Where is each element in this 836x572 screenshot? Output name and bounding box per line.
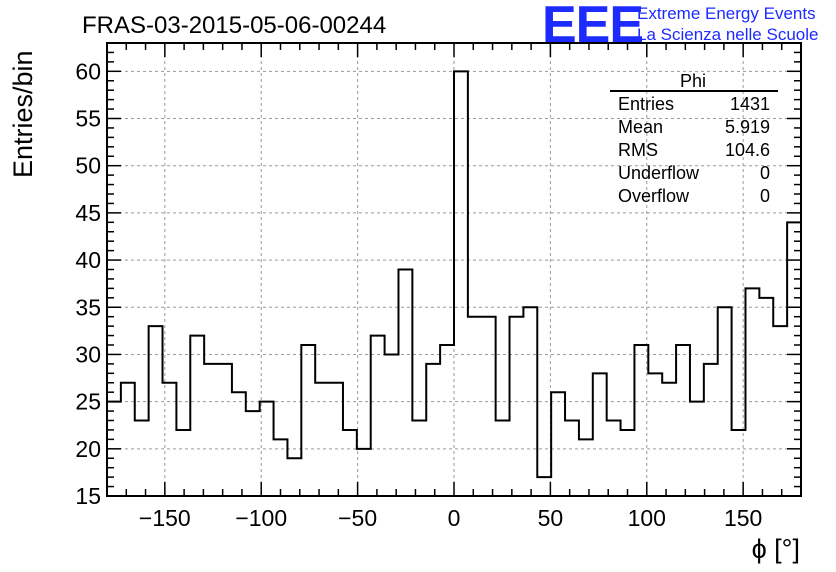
axis-ticks bbox=[106, 42, 802, 497]
stats-value-entries: 1431 bbox=[730, 94, 770, 114]
y-tick-label: 40 bbox=[75, 247, 101, 273]
histogram-line bbox=[107, 70, 801, 479]
x-tick-label: −100 bbox=[235, 505, 287, 531]
y-tick-label: 50 bbox=[75, 153, 101, 179]
y-axis-label: Entries/bin bbox=[8, 50, 38, 178]
x-tick-label: 100 bbox=[628, 505, 666, 531]
chart-title: FRAS-03-2015-05-06-00244 bbox=[82, 12, 386, 39]
stats-value-mean: 5.919 bbox=[725, 117, 770, 137]
x-tick-label: 50 bbox=[538, 505, 564, 531]
logo-line-2: La Scienza nelle Scuole bbox=[637, 25, 818, 44]
stats-label-entries: Entries bbox=[618, 94, 674, 114]
y-tick-label: 60 bbox=[75, 58, 101, 84]
stats-value-rms: 104.6 bbox=[725, 140, 770, 160]
x-tick-label: 150 bbox=[724, 505, 762, 531]
eee-logo: EEE Extreme Energy Events La Scienza nel… bbox=[542, 0, 818, 54]
y-tick-label: 15 bbox=[75, 483, 101, 509]
x-tick-label: 0 bbox=[448, 505, 461, 531]
y-tick-label: 25 bbox=[75, 389, 101, 415]
grid bbox=[107, 43, 801, 497]
stats-label-overflow: Overflow bbox=[618, 186, 690, 206]
y-tick-label: 45 bbox=[75, 200, 101, 226]
stats-value-overflow: 0 bbox=[760, 186, 770, 206]
stats-label-mean: Mean bbox=[618, 117, 663, 137]
stats-title: Phi bbox=[680, 71, 706, 91]
y-tick-label: 20 bbox=[75, 436, 101, 462]
x-tick-label: −50 bbox=[338, 505, 377, 531]
stats-label-rms: RMS bbox=[618, 140, 658, 160]
logo-line-1: Extreme Energy Events bbox=[637, 4, 816, 23]
y-tick-label: 55 bbox=[75, 106, 101, 132]
y-tick-label: 30 bbox=[75, 341, 101, 367]
x-axis-label: ϕ [°] bbox=[752, 534, 800, 564]
x-tick-label: −150 bbox=[139, 505, 191, 531]
stats-value-underflow: 0 bbox=[760, 163, 770, 183]
y-tick-label: 35 bbox=[75, 294, 101, 320]
stats-label-underflow: Underflow bbox=[618, 163, 700, 183]
x-tick-labels: −150 −100 −50 0 50 100 150 bbox=[139, 505, 762, 531]
stats-box: Phi Entries 1431 Mean 5.919 RMS 104.6 Un… bbox=[610, 71, 778, 206]
logo-mark: EEE bbox=[542, 0, 643, 54]
y-tick-labels: 15 20 25 30 35 40 45 50 55 60 bbox=[75, 58, 101, 509]
